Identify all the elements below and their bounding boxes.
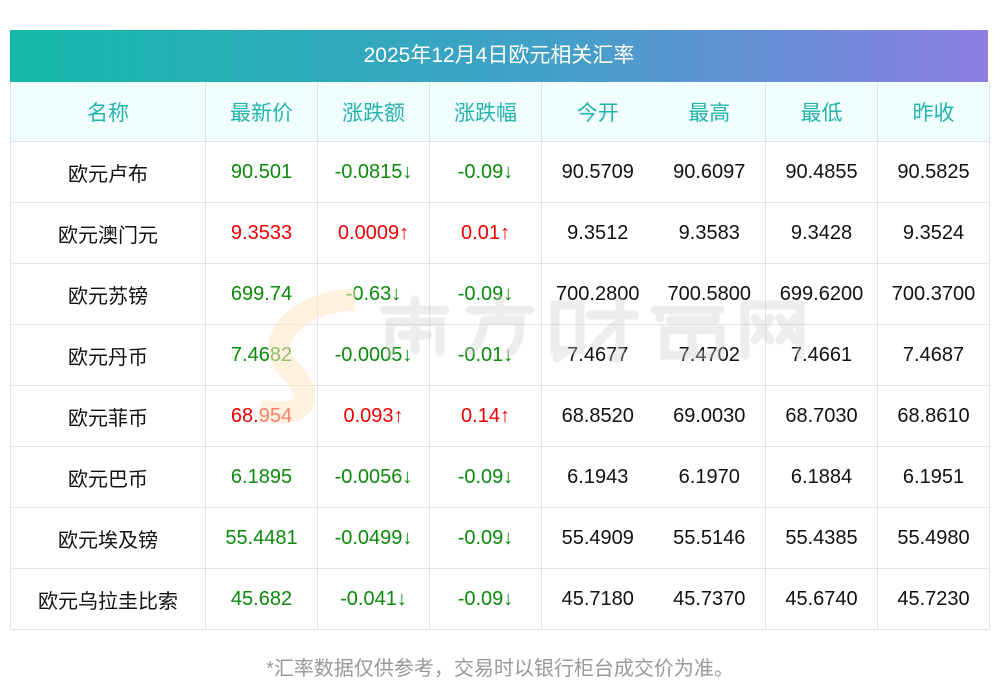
cell-high: 69.0030 [653, 385, 766, 447]
column-header: 昨收 [877, 82, 990, 142]
cell-high: 45.7370 [653, 568, 766, 630]
cell-pct: -0.09↓ [429, 568, 542, 630]
disclaimer: *汇率数据仅供参考，交易时以银行柜台成交价为准。 [266, 658, 734, 680]
cell-price: 699.74 [205, 263, 318, 325]
rates-panel: 2025年12月4日欧元相关汇率 名称 最新价 涨跌额 涨跌幅 今开 最高 最低 昨收 欧元卢… [10, 30, 990, 630]
cell-name: 欧元丹币 [10, 324, 206, 386]
cell-open: 68.8520 [541, 385, 654, 447]
cell-high: 700.5800 [653, 263, 766, 325]
cell-prev: 90.5825 [877, 141, 990, 203]
cell-change: -0.63↓ [317, 263, 430, 325]
table-row: 欧元卢布 90.501 -0.0815↓ -0.09↓ 90.5709 90.6097 90… [10, 141, 990, 203]
cell-high: 6.1970 [653, 446, 766, 508]
cell-change: -0.0005↓ [317, 324, 430, 386]
column-header: 最高 [653, 82, 766, 142]
table-title: 2025年12月4日欧元相关汇率 [10, 30, 988, 82]
cell-high: 90.6097 [653, 141, 766, 203]
cell-pct: 0.01↑ [429, 202, 542, 264]
column-header: 涨跌幅 [429, 82, 542, 142]
cell-open: 700.2800 [541, 263, 654, 325]
table-row: 欧元丹币 7.4682 -0.0005↓ -0.01↓ 7.4677 7.4702 7.46… [10, 324, 990, 386]
cell-pct: -0.09↓ [429, 507, 542, 569]
cell-price: 6.1895 [205, 446, 318, 508]
cell-name: 欧元澳门元 [10, 202, 206, 264]
rates-table: 名称 最新价 涨跌额 涨跌幅 今开 最高 最低 昨收 欧元卢布 90.501 -0.0815↓ -0… [10, 82, 990, 630]
cell-name: 欧元乌拉圭比索 [10, 568, 206, 630]
cell-pct: -0.09↓ [429, 141, 542, 203]
cell-low: 68.7030 [765, 385, 878, 447]
cell-pct: 0.14↑ [429, 385, 542, 447]
cell-open: 45.7180 [541, 568, 654, 630]
cell-price: 90.501 [205, 141, 318, 203]
table-row: 欧元苏镑 699.74 -0.63↓ -0.09↓ 700.2800 700.5800 69… [10, 263, 990, 325]
cell-low: 45.6740 [765, 568, 878, 630]
cell-low: 90.4855 [765, 141, 878, 203]
cell-name: 欧元卢布 [10, 141, 206, 203]
cell-price: 7.4682 [205, 324, 318, 386]
cell-change: 0.093↑ [317, 385, 430, 447]
cell-open: 55.4909 [541, 507, 654, 569]
header-row: 名称 最新价 涨跌额 涨跌幅 今开 最高 最低 昨收 [10, 82, 990, 142]
column-header: 最低 [765, 82, 878, 142]
cell-low: 55.4385 [765, 507, 878, 569]
cell-pct: -0.09↓ [429, 263, 542, 325]
cell-prev: 7.4687 [877, 324, 990, 386]
table-row: 欧元澳门元 9.3533 0.0009↑ 0.01↑ 9.3512 9.3583 9.342… [10, 202, 990, 264]
cell-high: 9.3583 [653, 202, 766, 264]
cell-open: 6.1943 [541, 446, 654, 508]
cell-name: 欧元埃及镑 [10, 507, 206, 569]
table-row: 欧元巴币 6.1895 -0.0056↓ -0.09↓ 6.1943 6.1970 6.18… [10, 446, 990, 508]
cell-open: 9.3512 [541, 202, 654, 264]
cell-low: 6.1884 [765, 446, 878, 508]
cell-pct: -0.01↓ [429, 324, 542, 386]
cell-prev: 700.3700 [877, 263, 990, 325]
cell-change: -0.041↓ [317, 568, 430, 630]
cell-price: 9.3533 [205, 202, 318, 264]
cell-prev: 9.3524 [877, 202, 990, 264]
cell-change: -0.0815↓ [317, 141, 430, 203]
cell-price: 55.4481 [205, 507, 318, 569]
table-row: 欧元埃及镑 55.4481 -0.0499↓ -0.09↓ 55.4909 55.5146… [10, 507, 990, 569]
cell-name: 欧元苏镑 [10, 263, 206, 325]
cell-low: 699.6200 [765, 263, 878, 325]
column-header: 涨跌额 [317, 82, 430, 142]
cell-prev: 6.1951 [877, 446, 990, 508]
table-row: 欧元乌拉圭比索 45.682 -0.041↓ -0.09↓ 45.7180 45.7370… [10, 568, 990, 630]
cell-prev: 45.7230 [877, 568, 990, 630]
cell-prev: 68.8610 [877, 385, 990, 447]
cell-change: -0.0056↓ [317, 446, 430, 508]
cell-high: 55.5146 [653, 507, 766, 569]
cell-name: 欧元菲币 [10, 385, 206, 447]
cell-high: 7.4702 [653, 324, 766, 386]
column-header: 最新价 [205, 82, 318, 142]
column-header: 今开 [541, 82, 654, 142]
cell-low: 7.4661 [765, 324, 878, 386]
cell-change: 0.0009↑ [317, 202, 430, 264]
cell-low: 9.3428 [765, 202, 878, 264]
cell-price: 68.954 [205, 385, 318, 447]
cell-pct: -0.09↓ [429, 446, 542, 508]
cell-price: 45.682 [205, 568, 318, 630]
column-header: 名称 [10, 82, 206, 142]
cell-open: 7.4677 [541, 324, 654, 386]
cell-open: 90.5709 [541, 141, 654, 203]
cell-name: 欧元巴币 [10, 446, 206, 508]
table-row: 欧元菲币 68.954 0.093↑ 0.14↑ 68.8520 69.0030 68.70… [10, 385, 990, 447]
cell-change: -0.0499↓ [317, 507, 430, 569]
cell-prev: 55.4980 [877, 507, 990, 569]
